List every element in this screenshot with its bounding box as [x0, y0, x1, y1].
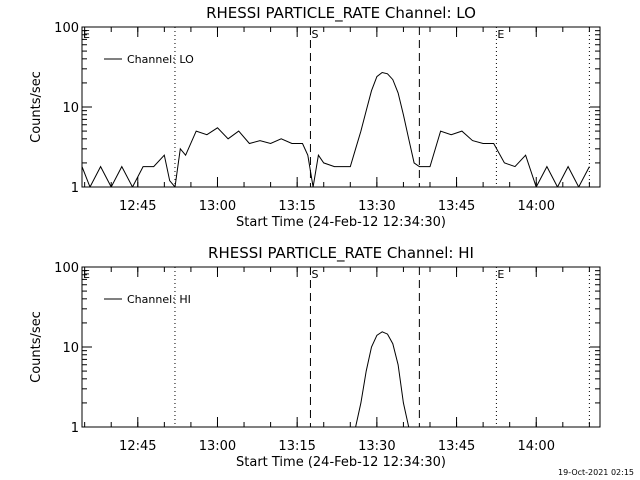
marker-label: S: [311, 28, 318, 41]
x-tick-label: 13:30: [358, 199, 395, 214]
x-tick-label: 13:30: [358, 439, 395, 454]
x-tick-label: 13:45: [438, 199, 475, 214]
y-axis-label: Counts/sec: [29, 311, 44, 383]
series-line: [82, 71, 590, 187]
footer-timestamp: 19-Oct-2021 02:15: [558, 468, 634, 477]
edge-label: E: [83, 268, 90, 281]
y-tick-label: 1: [71, 421, 79, 436]
y-axis-label: Counts/sec: [29, 71, 44, 143]
x-tick-label: 12:45: [119, 199, 156, 214]
x-tick-label: 13:00: [199, 439, 236, 454]
x-tick-label: 14:00: [518, 199, 555, 214]
chart-panel-0: RHESSI PARTICLE_RATE Channel: LO 1 10 100 12…: [29, 4, 601, 230]
y-tick-label: 10: [62, 101, 79, 116]
y-tick-label: 100: [54, 21, 79, 36]
chart-title: RHESSI PARTICLE_RATE Channel: HI: [208, 244, 474, 263]
plot-frame: [81, 266, 601, 428]
x-tick-label: 14:00: [518, 439, 555, 454]
marker-label: E: [497, 28, 504, 41]
edge-label: E: [83, 28, 90, 41]
y-tick-label: 1: [71, 181, 79, 196]
y-tick-label: 100: [54, 261, 79, 276]
x-tick-label: 13:45: [438, 439, 475, 454]
plot-frame: [81, 26, 601, 188]
series-line: [355, 331, 410, 427]
chart-panel-1: RHESSI PARTICLE_RATE Channel: HI 1 10 100 12…: [29, 244, 601, 470]
marker-label: E: [497, 268, 504, 281]
chart-title: RHESSI PARTICLE_RATE Channel: LO: [206, 4, 476, 23]
legend-label: Channel: HI: [127, 293, 191, 306]
x-axis-label: Start Time (24-Feb-12 12:34:30): [236, 215, 446, 230]
x-axis-label: Start Time (24-Feb-12 12:34:30): [236, 455, 446, 470]
legend-label: Channel: LO: [127, 53, 194, 66]
y-tick-label: 10: [62, 341, 79, 356]
x-tick-label: 13:15: [278, 439, 315, 454]
x-tick-label: 13:00: [199, 199, 236, 214]
x-tick-label: 13:15: [278, 199, 315, 214]
x-tick-label: 12:45: [119, 439, 156, 454]
marker-label: S: [311, 268, 318, 281]
